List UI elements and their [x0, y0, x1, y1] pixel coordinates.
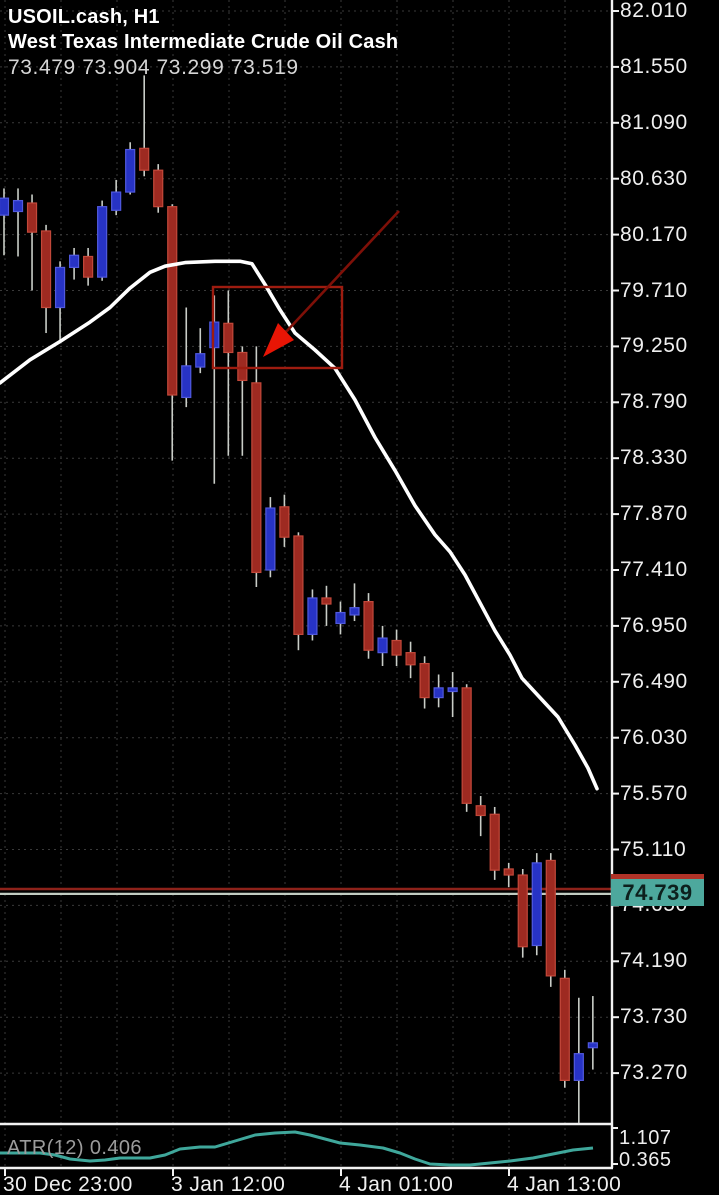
bear-candle: [363, 600, 374, 651]
price-axis-label: 80.630: [620, 166, 688, 190]
bear-candle: [489, 813, 500, 871]
bull-candle: [307, 597, 318, 636]
bear-candle: [251, 382, 262, 574]
price-axis-label: 79.710: [620, 278, 688, 302]
bull-candle: [54, 266, 66, 309]
bull-candle: [181, 365, 192, 399]
bull-candle: [447, 687, 458, 693]
time-axis-label: 4 Jan 01:00: [339, 1173, 454, 1195]
bear-candle: [321, 597, 332, 605]
price-axis-label: 74.190: [620, 949, 688, 973]
bull-candle: [12, 199, 24, 213]
price-axis-label: 76.950: [620, 613, 688, 637]
bull-candle: [349, 607, 360, 616]
bear-candle: [405, 652, 416, 666]
bear-candle: [545, 859, 556, 977]
bear-candle: [223, 322, 234, 354]
bear-candle: [419, 662, 430, 699]
price-axis-label: 78.790: [620, 390, 688, 414]
price-axis-label: 81.090: [620, 110, 688, 134]
bear-candle: [517, 874, 528, 948]
bear-candle: [293, 535, 304, 636]
bear-candle: [167, 206, 178, 396]
annotation-arrow-line: [284, 210, 400, 334]
price-badge-value: 74.739: [611, 879, 704, 906]
price-axis-label: 73.270: [620, 1061, 688, 1085]
bull-candle: [377, 637, 388, 654]
bear-candle: [391, 639, 402, 656]
bear-candle: [503, 868, 514, 876]
bull-candle: [68, 254, 80, 269]
atr-indicator-label: ATR(12) 0.406: [7, 1137, 142, 1159]
bear-candle: [139, 147, 150, 171]
bull-candle: [195, 353, 206, 368]
bear-candle: [279, 506, 290, 538]
annotation-arrow-head: [263, 323, 294, 357]
bear-candle: [40, 230, 52, 309]
price-axis-label: 77.410: [620, 558, 688, 581]
bull-candle: [125, 148, 136, 193]
atr-indicator-line: [0, 1130, 594, 1167]
bear-candle: [83, 255, 94, 278]
bear-candle: [559, 977, 570, 1081]
atr-scale-max-label: 1.107: [619, 1127, 672, 1149]
bull-candle: [587, 1042, 598, 1049]
time-axis-label: 3 Jan 12:00: [171, 1173, 286, 1195]
annotation-rectangle: [211, 285, 344, 370]
price-axis-label: 73.730: [620, 1005, 688, 1029]
bull-candle: [209, 321, 220, 349]
bear-candle: [26, 202, 38, 233]
bear-candle: [475, 805, 486, 817]
bear-candle: [153, 169, 164, 208]
bear-candle: [461, 687, 472, 804]
price-axis-label: 77.870: [620, 502, 688, 526]
price-axis-label: 78.330: [620, 446, 688, 470]
price-axis-label: 76.490: [620, 669, 688, 693]
price-badge-line-strip: [611, 874, 704, 879]
bull-candle: [531, 862, 542, 947]
time-axis-label: 4 Jan 13:00: [507, 1173, 622, 1195]
bull-candle: [265, 507, 276, 571]
bull-candle: [111, 191, 122, 211]
current-price-badge: 74.739: [611, 874, 704, 906]
bull-candle: [0, 197, 10, 216]
bull-candle: [433, 687, 444, 699]
price-axis-label: 81.550: [620, 54, 688, 78]
price-axis-label: 76.030: [620, 725, 688, 749]
price-axis-label: 82.010: [620, 0, 688, 22]
bull-candle: [573, 1053, 584, 1081]
time-axis-label: 30 Dec 23:00: [3, 1173, 133, 1195]
price-axis-label: 75.570: [620, 781, 688, 805]
bull-candle: [335, 611, 346, 625]
price-axis-label: 79.250: [620, 334, 688, 358]
price-axis-label: 80.170: [620, 222, 688, 246]
bull-candle: [97, 206, 108, 278]
bear-candle: [237, 351, 248, 382]
atr-scale-min-label: 0.365: [619, 1149, 672, 1171]
price-axis-label: 75.110: [620, 837, 687, 861]
